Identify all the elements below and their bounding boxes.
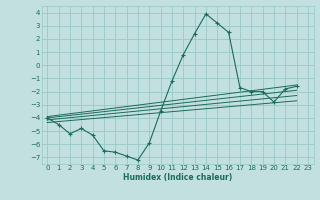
X-axis label: Humidex (Indice chaleur): Humidex (Indice chaleur) xyxy=(123,173,232,182)
